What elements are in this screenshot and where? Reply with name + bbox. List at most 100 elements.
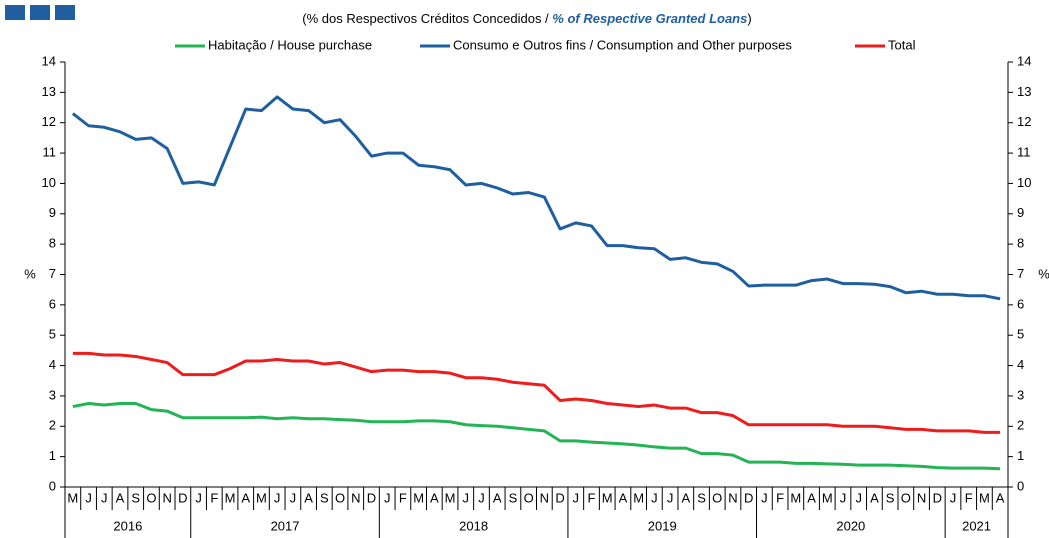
- y-tick-label: 13: [42, 84, 56, 99]
- year-label: 2017: [271, 518, 300, 533]
- y2-tick-label: 7: [1017, 266, 1024, 281]
- x-tick-label: A: [493, 490, 502, 505]
- subtitle-part: % of Respective Granted Loans: [552, 11, 747, 26]
- x-tick-label: O: [335, 490, 345, 505]
- x-tick-label: O: [901, 490, 911, 505]
- y-tick-label: 10: [42, 175, 56, 190]
- x-tick-label: N: [540, 490, 549, 505]
- x-tick-label: D: [744, 490, 753, 505]
- y-tick-label: 3: [49, 387, 56, 402]
- y2-tick-label: 12: [1017, 114, 1031, 129]
- x-tick-label: J: [290, 490, 297, 505]
- y2-tick-label: 13: [1017, 84, 1031, 99]
- x-tick-label: J: [195, 490, 202, 505]
- year-label: 2021: [962, 518, 991, 533]
- y-tick-label: 6: [49, 296, 56, 311]
- y2-tick-label: 11: [1017, 145, 1031, 160]
- series-line: [72, 351, 1001, 434]
- x-tick-label: S: [697, 490, 706, 505]
- y-axis-label: %: [24, 266, 36, 281]
- x-tick-label: O: [712, 490, 722, 505]
- x-tick-label: J: [384, 490, 391, 505]
- legend-label: Consumo e Outros fins / Consumption and …: [453, 37, 792, 52]
- x-tick-label: A: [619, 490, 628, 505]
- y2-tick-label: 9: [1017, 205, 1024, 220]
- y-tick-label: 9: [49, 205, 56, 220]
- y-tick-label: 12: [42, 114, 56, 129]
- y2-tick-label: 6: [1017, 296, 1024, 311]
- x-tick-label: J: [651, 490, 658, 505]
- x-tick-label: A: [116, 490, 125, 505]
- logo-block: [30, 5, 50, 20]
- x-tick-label: M: [256, 490, 267, 505]
- x-tick-label: D: [367, 490, 376, 505]
- y2-tick-label: 1: [1017, 448, 1024, 463]
- x-tick-label: D: [933, 490, 942, 505]
- year-label: 2020: [836, 518, 865, 533]
- x-tick-label: N: [162, 490, 171, 505]
- series-line: [71, 95, 1001, 301]
- x-tick-label: S: [509, 490, 518, 505]
- x-tick-label: M: [633, 490, 644, 505]
- x-tick-label: J: [840, 490, 847, 505]
- y-tick-label: 14: [42, 53, 56, 68]
- y-tick-label: 8: [49, 236, 56, 251]
- y-tick-label: 11: [43, 145, 57, 160]
- x-tick-label: M: [790, 490, 801, 505]
- y2-tick-label: 14: [1017, 53, 1031, 68]
- x-tick-label: J: [478, 490, 485, 505]
- x-tick-label: O: [524, 490, 534, 505]
- x-tick-label: M: [225, 490, 236, 505]
- x-tick-label: A: [430, 490, 439, 505]
- x-tick-label: N: [351, 490, 360, 505]
- year-label: 2019: [648, 518, 677, 533]
- x-tick-label: F: [399, 490, 407, 505]
- x-tick-label: J: [101, 490, 108, 505]
- x-tick-label: M: [445, 490, 456, 505]
- x-tick-label: J: [274, 490, 281, 505]
- x-tick-label: A: [681, 490, 690, 505]
- x-tick-label: N: [917, 490, 926, 505]
- x-tick-label: M: [67, 490, 78, 505]
- x-tick-label: N: [728, 490, 737, 505]
- legend-label: Habitação / House purchase: [208, 37, 372, 52]
- y-tick-label: 2: [49, 418, 56, 433]
- x-tick-label: J: [85, 490, 92, 505]
- x-tick-label: J: [667, 490, 674, 505]
- x-tick-label: S: [320, 490, 329, 505]
- logo-block: [5, 5, 25, 20]
- x-tick-label: J: [463, 490, 470, 505]
- x-tick-label: A: [996, 490, 1005, 505]
- x-tick-label: S: [131, 490, 140, 505]
- x-tick-label: F: [965, 490, 973, 505]
- y2-tick-label: 5: [1017, 327, 1024, 342]
- x-tick-label: O: [146, 490, 156, 505]
- x-tick-label: F: [588, 490, 596, 505]
- x-tick-label: D: [555, 490, 564, 505]
- x-tick-label: D: [178, 490, 187, 505]
- y-tick-label: 4: [49, 357, 56, 372]
- x-tick-label: A: [304, 490, 313, 505]
- y2-tick-label: 10: [1017, 175, 1031, 190]
- x-tick-label: F: [210, 490, 218, 505]
- x-tick-label: A: [870, 490, 879, 505]
- x-tick-label: A: [241, 490, 250, 505]
- year-label: 2016: [113, 518, 142, 533]
- y2-tick-label: 2: [1017, 418, 1024, 433]
- y-tick-label: 0: [49, 478, 56, 493]
- y2-axis-label: %: [1038, 266, 1049, 281]
- x-tick-label: A: [807, 490, 816, 505]
- y-tick-label: 5: [49, 327, 56, 342]
- x-tick-label: M: [979, 490, 990, 505]
- y-tick-label: 1: [49, 448, 56, 463]
- y-tick-label: 7: [49, 266, 56, 281]
- series-line: [72, 402, 1001, 471]
- y2-tick-label: 8: [1017, 236, 1024, 251]
- x-tick-label: M: [822, 490, 833, 505]
- y2-tick-label: 4: [1017, 357, 1024, 372]
- y2-tick-label: 0: [1017, 478, 1024, 493]
- x-tick-label: M: [602, 490, 613, 505]
- subtitle: (% dos Respectivos Créditos Concedidos /…: [302, 11, 751, 26]
- subtitle-part: ): [747, 11, 751, 26]
